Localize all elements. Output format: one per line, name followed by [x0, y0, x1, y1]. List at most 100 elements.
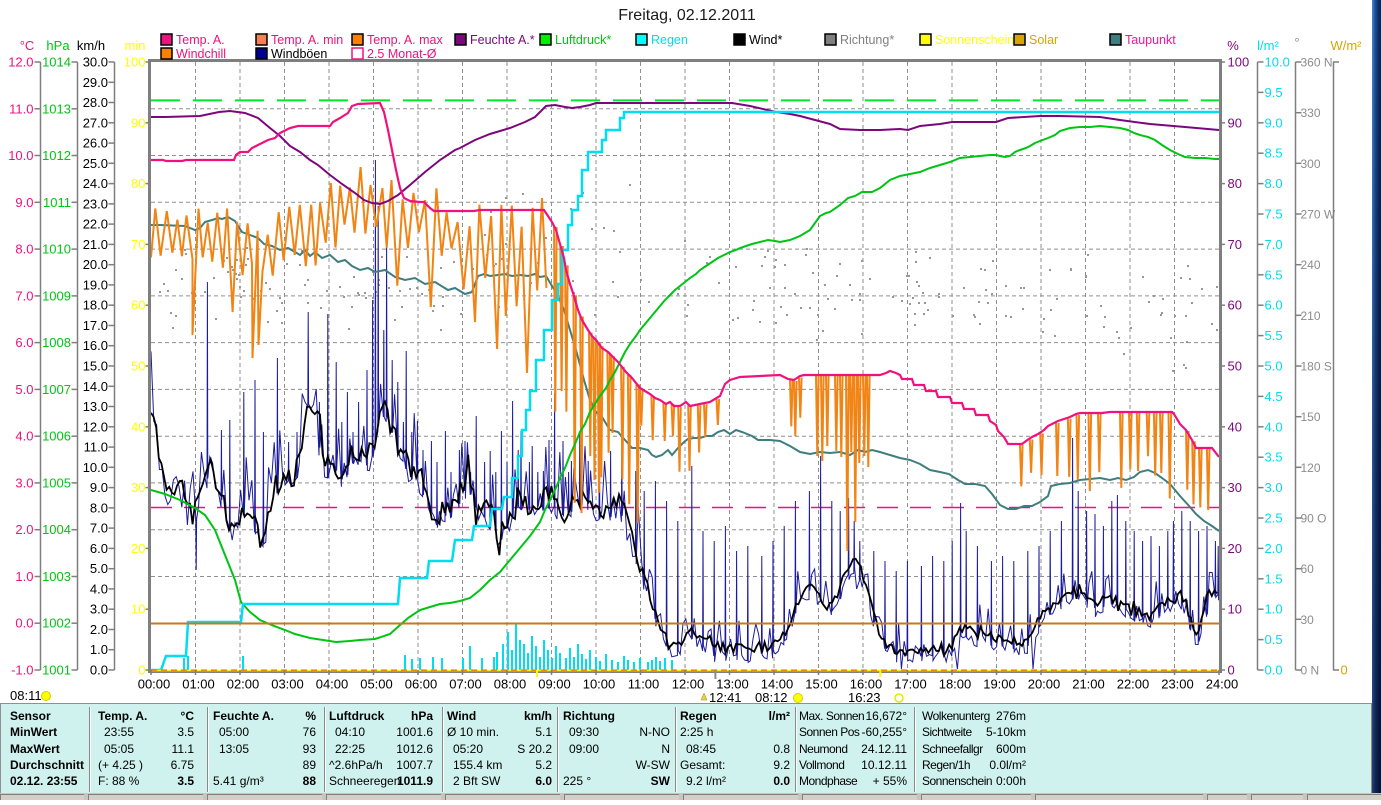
svg-text:2.0: 2.0 — [1265, 541, 1283, 556]
svg-text:5.5: 5.5 — [1265, 328, 1283, 343]
svg-text:8.5: 8.5 — [1265, 146, 1283, 161]
svg-text:1005: 1005 — [42, 475, 71, 490]
svg-text:10:00: 10:00 — [583, 677, 616, 692]
svg-text:°C: °C — [20, 38, 35, 53]
svg-text:9.5: 9.5 — [1265, 85, 1283, 100]
svg-text:W/m²: W/m² — [1330, 38, 1362, 53]
svg-text:6.0: 6.0 — [90, 541, 108, 556]
svg-text:06:00: 06:00 — [405, 677, 438, 692]
svg-text:330: 330 — [1301, 106, 1321, 120]
svg-text:1009: 1009 — [42, 288, 71, 303]
svg-text:18:00: 18:00 — [939, 677, 972, 692]
svg-text:1007: 1007 — [42, 382, 71, 397]
svg-text:02:00: 02:00 — [227, 677, 260, 692]
svg-text:1.0: 1.0 — [1265, 602, 1283, 617]
svg-text:21.0: 21.0 — [83, 237, 108, 252]
svg-text:6.0: 6.0 — [15, 335, 33, 350]
svg-text:4.0: 4.0 — [15, 429, 33, 444]
svg-text:%: % — [1227, 38, 1239, 53]
svg-text:23:00: 23:00 — [1161, 677, 1194, 692]
svg-text:11:00: 11:00 — [628, 677, 660, 692]
svg-text:100: 100 — [124, 55, 146, 70]
svg-text:-1.0: -1.0 — [11, 663, 33, 678]
svg-text:Regen: Regen — [651, 33, 688, 47]
svg-text:70: 70 — [1228, 237, 1242, 252]
svg-text:1008: 1008 — [42, 335, 71, 350]
svg-text:Windchill: Windchill — [176, 47, 226, 61]
svg-text:1010: 1010 — [42, 242, 71, 257]
svg-text:21:00: 21:00 — [1072, 677, 1105, 692]
svg-text:10.0: 10.0 — [8, 148, 33, 163]
svg-text:Richtung*: Richtung* — [840, 33, 894, 47]
svg-text:5.0: 5.0 — [15, 382, 33, 397]
svg-text:22.0: 22.0 — [83, 217, 108, 232]
svg-text:9.0: 9.0 — [15, 195, 33, 210]
svg-text:27.0: 27.0 — [83, 115, 108, 130]
svg-text:30.0: 30.0 — [83, 55, 108, 70]
svg-text:2.5: 2.5 — [1265, 511, 1283, 526]
svg-text:70: 70 — [131, 237, 145, 252]
svg-text:8.0: 8.0 — [90, 500, 108, 515]
svg-text:min: min — [125, 38, 146, 53]
svg-text:0 N: 0 N — [1301, 664, 1320, 678]
svg-text:11.0: 11.0 — [9, 101, 33, 116]
svg-text:15.0: 15.0 — [83, 359, 108, 374]
svg-text:24:00: 24:00 — [1206, 677, 1239, 692]
svg-text:08:11: 08:11 — [10, 688, 42, 703]
svg-text:90: 90 — [1228, 115, 1242, 130]
svg-text:24.0: 24.0 — [83, 176, 108, 191]
svg-text:10.0: 10.0 — [83, 460, 108, 475]
svg-text:30: 30 — [131, 480, 145, 495]
svg-text:16:00: 16:00 — [850, 677, 883, 692]
svg-text:1011: 1011 — [43, 195, 71, 210]
svg-text:6.0: 6.0 — [1265, 298, 1283, 313]
svg-text:hPa: hPa — [46, 38, 70, 53]
svg-text:1006: 1006 — [42, 429, 71, 444]
svg-text:08:00: 08:00 — [494, 677, 527, 692]
svg-text:°: ° — [1294, 35, 1299, 50]
svg-text:7.0: 7.0 — [1265, 237, 1283, 252]
svg-text:km/h: km/h — [77, 38, 105, 53]
svg-text:80: 80 — [131, 176, 145, 191]
svg-text:0.5: 0.5 — [1265, 632, 1283, 647]
svg-text:9.0: 9.0 — [90, 480, 108, 495]
svg-text:4.0: 4.0 — [90, 581, 108, 596]
svg-text:1012: 1012 — [42, 148, 71, 163]
svg-text:26.0: 26.0 — [83, 136, 108, 151]
svg-text:30: 30 — [1228, 480, 1242, 495]
svg-text:210: 210 — [1301, 309, 1321, 323]
svg-text:360 N: 360 N — [1301, 56, 1333, 70]
svg-text:60: 60 — [1228, 298, 1242, 313]
svg-text:12:00: 12:00 — [672, 677, 705, 692]
svg-text:19:00: 19:00 — [983, 677, 1016, 692]
svg-text:29.0: 29.0 — [83, 75, 108, 90]
svg-text:180 S: 180 S — [1301, 360, 1332, 374]
svg-text:1013: 1013 — [42, 101, 71, 116]
svg-text:Windböen: Windböen — [271, 47, 327, 61]
svg-text:10.0: 10.0 — [1265, 55, 1290, 70]
svg-text:50: 50 — [131, 359, 145, 374]
svg-text:20: 20 — [131, 541, 145, 556]
svg-text:90 O: 90 O — [1301, 512, 1327, 526]
svg-text:Luftdruck*: Luftdruck* — [555, 33, 611, 47]
svg-text:Temp. A. max: Temp. A. max — [367, 33, 443, 47]
svg-text:16:23: 16:23 — [848, 690, 881, 705]
svg-text:50: 50 — [1228, 359, 1242, 374]
svg-text:240: 240 — [1301, 258, 1321, 272]
svg-text:40: 40 — [1228, 419, 1242, 434]
svg-text:l/m²: l/m² — [1257, 38, 1279, 53]
svg-text:1004: 1004 — [42, 522, 71, 537]
svg-text:01:00: 01:00 — [182, 677, 215, 692]
svg-text:90: 90 — [131, 115, 145, 130]
svg-text:1014: 1014 — [42, 55, 71, 70]
svg-text:120: 120 — [1301, 461, 1321, 475]
svg-text:Wind*: Wind* — [749, 33, 782, 47]
svg-text:08:12: 08:12 — [755, 690, 788, 705]
svg-text:40: 40 — [131, 419, 145, 434]
svg-text:0: 0 — [138, 663, 145, 678]
svg-text:11.0: 11.0 — [84, 440, 108, 455]
svg-text:9.0: 9.0 — [1265, 115, 1283, 130]
svg-text:10: 10 — [1228, 602, 1242, 617]
svg-text:0.0: 0.0 — [15, 616, 33, 631]
svg-text:Freitag, 02.12.2011: Freitag, 02.12.2011 — [618, 7, 756, 24]
